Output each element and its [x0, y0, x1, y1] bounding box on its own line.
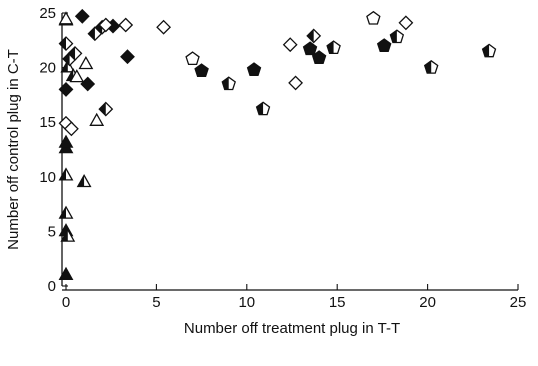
triangle-point-half — [58, 205, 74, 219]
x-ticks: 0 5 10 15 20 25 — [62, 284, 527, 311]
pentagon-point-open — [366, 10, 381, 25]
pentagon-point-filled — [246, 62, 262, 76]
diamond-point-half — [67, 45, 83, 61]
triangle-point-open — [78, 55, 94, 70]
triangle-point-open — [69, 69, 85, 83]
x-tick-label: 5 — [152, 294, 160, 311]
diamond-point-filled — [120, 49, 135, 65]
triangle-point-half — [58, 167, 74, 181]
data-points — [58, 8, 497, 280]
pentagon-point-filled — [376, 38, 392, 52]
x-axis-title: Number off treatment plug in T-T — [184, 320, 400, 337]
diamond-point-half — [98, 101, 114, 117]
pentagon-point-filled — [194, 63, 209, 78]
x-tick-label: 0 — [62, 294, 70, 311]
y-tick-label: 10 — [39, 169, 56, 186]
y-tick-label: 25 — [39, 5, 56, 22]
diamond-point-half — [306, 28, 322, 44]
x-tick-label: 15 — [329, 294, 346, 311]
x-tick-label: 10 — [238, 294, 255, 311]
x-tick-label: 20 — [419, 294, 436, 311]
pentagon-point-filled — [311, 50, 327, 64]
diamond-point-open — [288, 75, 304, 91]
pentagon-point-half — [255, 101, 271, 116]
diamond-point-filled — [74, 8, 90, 24]
pentagon-point-half — [481, 43, 497, 58]
diamond-point-open — [156, 19, 172, 35]
y-tick-label: 15 — [39, 114, 56, 131]
diamond-point-filled — [80, 76, 96, 92]
diamond-point-filled — [58, 81, 74, 97]
y-tick-label: 5 — [48, 223, 56, 240]
diamond-point-open — [282, 37, 298, 53]
pentagon-point-half — [221, 76, 236, 91]
triangle-point-half — [60, 59, 76, 73]
diamond-point-open — [98, 17, 114, 33]
triangle-point-half — [76, 173, 92, 188]
diamond-point-open — [118, 17, 134, 33]
y-axis-title: Number off control plug in C-T — [5, 49, 22, 250]
y-tick-label: 0 — [48, 278, 56, 295]
triangle-point-half — [60, 228, 76, 242]
pentagon-point-filled — [302, 41, 318, 56]
diamond-point-open — [63, 121, 79, 137]
triangle-point-open — [89, 112, 105, 126]
x-tick-label: 25 — [510, 294, 527, 311]
pentagon-point-half — [389, 29, 405, 44]
triangle-point-filled — [58, 266, 74, 280]
triangle-point-filled — [58, 134, 74, 148]
triangle-point-open — [58, 11, 74, 25]
pentagon-point-half — [326, 40, 341, 55]
diamond-point-half — [58, 36, 74, 52]
pentagon-point-open — [185, 51, 200, 66]
y-tick-label: 20 — [39, 60, 56, 77]
diamond-point-open — [398, 15, 414, 31]
pentagon-point-half — [423, 59, 439, 74]
